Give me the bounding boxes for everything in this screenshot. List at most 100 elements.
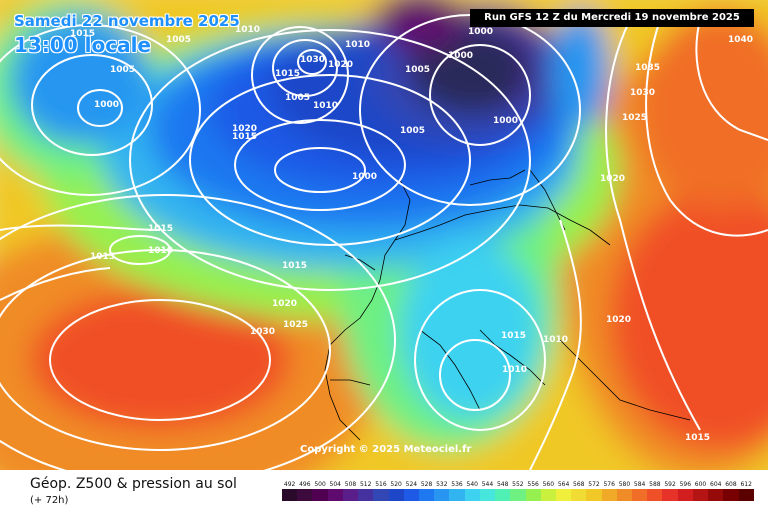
scale-step-swatch (571, 489, 587, 501)
scale-step-label: 524 (405, 481, 418, 488)
scale-step-swatch (540, 489, 556, 501)
scale-step-label: 560 (542, 481, 555, 488)
isobar-label: 1020 (232, 124, 257, 134)
isobar-label: 1025 (283, 320, 308, 330)
isobar-label: 1005 (285, 93, 310, 103)
isobar-label: 1030 (300, 55, 325, 65)
scale-step-swatch (632, 489, 648, 501)
scale-step-label: 548 (496, 481, 509, 488)
isobar-label: 1015 (501, 331, 526, 341)
scale-step: 552 (510, 480, 526, 504)
isobar-label: 1000 (468, 27, 493, 37)
scale-step-swatch (282, 489, 298, 501)
scale-step-swatch (388, 489, 404, 501)
isobar-label: 1005 (166, 35, 191, 45)
scale-step: 500 (312, 480, 328, 504)
scale-step-label: 520 (390, 481, 402, 488)
isobar-label: 1000 (352, 172, 377, 182)
forecast-local-time: 13:00 locale (14, 33, 151, 57)
isobar-label: 1010 (148, 246, 173, 256)
scale-step: 524 (403, 480, 419, 504)
run-banner: Run GFS 12 Z du Mercredi 19 novembre 202… (470, 9, 754, 27)
scale-step: 532 (434, 480, 450, 504)
scale-step-swatch (616, 489, 633, 501)
scale-step: 504 (327, 480, 343, 504)
scale-step-label: 576 (603, 481, 615, 488)
scale-step: 604 (708, 480, 724, 504)
scale-step-swatch (601, 489, 617, 501)
isobar-label: 1015 (685, 433, 710, 443)
scale-step-swatch (479, 489, 496, 501)
geopotential-field: 1015 1005 1005 1000 1010 1010 1030 1020 1015 1005… (0, 0, 768, 470)
scale-step: 580 (616, 480, 633, 504)
isobar-label: 1000 (493, 116, 518, 126)
scale-step: 540 (464, 480, 480, 504)
isobar-label: 1015 (148, 224, 173, 234)
scale-step: 548 (495, 480, 511, 504)
isobar-value-labels: 1015 1005 1005 1000 1010 1010 1030 1020 1015 1005… (70, 25, 753, 443)
scale-step-swatch (342, 489, 359, 501)
scale-step: 508 (342, 480, 359, 504)
scale-step: 568 (571, 480, 587, 504)
scale-step: 496 (297, 480, 313, 504)
scale-step-swatch (373, 489, 389, 501)
scale-step: 588 (647, 480, 663, 504)
scale-step-label: 584 (633, 481, 646, 488)
scale-step-label: 596 (679, 481, 692, 488)
isobar-label: 1030 (630, 88, 655, 98)
z500-color-field (0, 0, 768, 470)
scale-step-swatch (647, 489, 663, 501)
scale-step: 492 (282, 480, 298, 504)
scale-step: 600 (692, 480, 709, 504)
scale-step: 564 (555, 480, 572, 504)
scale-step-swatch (449, 489, 465, 501)
copyright-notice: Copyright © 2025 Meteociel.fr (300, 444, 472, 455)
scale-step-swatch (327, 489, 343, 501)
scale-step-label: 592 (664, 481, 676, 488)
weather-map: 1015 1005 1005 1000 1010 1010 1030 1020 1015 1005… (0, 0, 768, 470)
scale-step: 576 (601, 480, 617, 504)
scale-step-swatch (358, 489, 374, 501)
isobar-label: 1015 (275, 69, 300, 79)
isobar-label: 1030 (250, 327, 275, 337)
isobars (0, 14, 768, 470)
scale-step: 536 (449, 480, 465, 504)
scale-step-swatch (297, 489, 313, 501)
isobar-label: 1005 (110, 65, 135, 75)
scale-step-label: 588 (649, 481, 661, 488)
scale-step: 560 (540, 480, 556, 504)
scale-step-label: 564 (557, 481, 570, 488)
scale-step-swatch (495, 489, 511, 501)
isobar-label: 1010 (543, 335, 568, 345)
color-scale: 492 496 500 504 508 512 516 520 524 528 532 536 540 5… (282, 480, 754, 504)
scale-step: 612 (738, 480, 754, 504)
scale-step-label: 568 (573, 481, 585, 488)
scale-step-label: 500 (314, 481, 326, 488)
scale-step-swatch (525, 489, 541, 501)
scale-step: 584 (632, 480, 648, 504)
scale-step-label: 552 (512, 481, 524, 488)
isobar-label: 1005 (405, 65, 430, 75)
scale-step-label: 604 (710, 481, 722, 488)
isobar-label: 1020 (272, 299, 297, 309)
scale-step: 512 (358, 480, 374, 504)
scale-step-swatch (586, 489, 602, 501)
scale-step-label: 556 (527, 481, 539, 488)
isobar-label: 1035 (635, 63, 660, 73)
scale-step: 572 (586, 480, 602, 504)
scale-step-swatch (738, 489, 754, 501)
scale-step-label: 572 (588, 481, 600, 488)
isobar-label: 1015 (282, 261, 307, 271)
scale-step-label: 492 (283, 481, 296, 488)
scale-step-swatch (662, 489, 678, 501)
scale-step: 608 (723, 480, 739, 504)
isobar-label: 1040 (728, 35, 753, 45)
scale-step-label: 544 (481, 481, 494, 488)
scale-step-swatch (403, 489, 419, 501)
isobar-label: 1000 (94, 100, 119, 110)
isobar-label: 1000 (448, 51, 473, 61)
scale-step-swatch (708, 489, 724, 501)
scale-step-label: 496 (299, 481, 311, 488)
isobar-label: 1010 (313, 101, 338, 111)
scale-step-swatch (464, 489, 480, 501)
